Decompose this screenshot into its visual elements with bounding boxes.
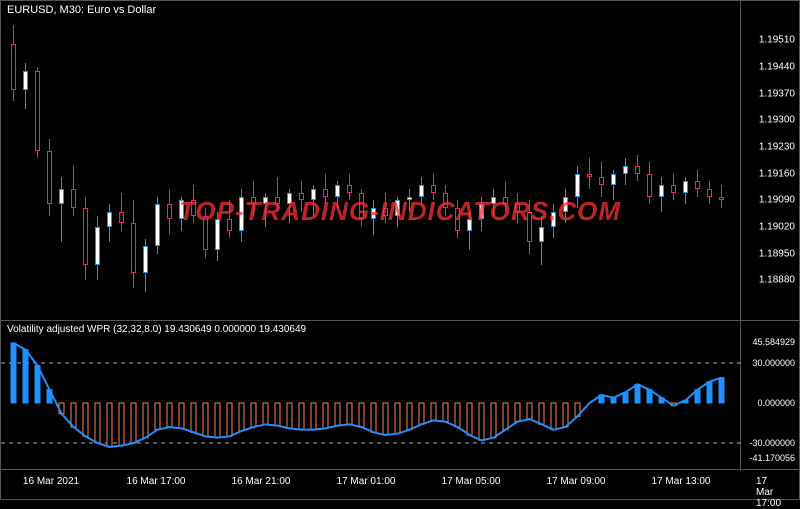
time-axis-label: 17 Mar 05:00	[442, 476, 501, 487]
price-label: 1.19370	[759, 88, 795, 99]
indicator-axis-label: 0.000000	[757, 398, 795, 408]
indicator-axis-label: -30.000000	[749, 438, 795, 448]
time-axis-label: 17 Mar 17:00	[756, 476, 786, 509]
price-axis: 1.19510 1.19440 1.19370 1.19300 1.19230 1.191…	[739, 1, 799, 321]
time-axis-label: 17 Mar 09:00	[547, 476, 606, 487]
time-axis-label: 17 Mar 01:00	[337, 476, 396, 487]
chart-title: EURUSD, M30: Euro vs Dollar	[7, 4, 156, 16]
indicator-axis-label: 30.000000	[752, 358, 795, 368]
time-axis-label: 16 Mar 17:00	[127, 476, 186, 487]
chart-container: EURUSD, M30: Euro vs Dollar 1.19510 1.194…	[0, 0, 800, 500]
time-axis-label: 17 Mar 13:00	[652, 476, 711, 487]
price-label: 1.19440	[759, 61, 795, 72]
indicator-axis-label: 45.584929	[752, 337, 795, 347]
indicator-axis: 45.584929 30.000000 0.000000 -30.000000 -41.…	[739, 321, 799, 471]
indicator-svg	[1, 321, 741, 471]
indicator-panel[interactable]: Volatility adjusted WPR (32,32,8.0) 19.4…	[1, 321, 741, 471]
indicator-title: Volatility adjusted WPR (32,32,8.0) 19.4…	[7, 324, 306, 335]
price-label: 1.18950	[759, 248, 795, 259]
price-label: 1.19160	[759, 168, 795, 179]
price-label: 1.19090	[759, 195, 795, 206]
price-label: 1.19300	[759, 115, 795, 126]
watermark-text: TOP-TRADING-INDICATORS.COM	[179, 196, 621, 227]
indicator-axis-label: -41.170056	[749, 453, 795, 463]
price-label: 1.19510	[759, 35, 795, 46]
price-label: 1.18880	[759, 275, 795, 286]
time-axis-label: 16 Mar 2021	[23, 476, 79, 487]
price-label: 1.19020	[759, 222, 795, 233]
time-axis: 16 Mar 2021 16 Mar 17:00 16 Mar 21:00 17 Ma…	[1, 469, 800, 499]
price-label: 1.19230	[759, 141, 795, 152]
main-chart-panel[interactable]: EURUSD, M30: Euro vs Dollar	[1, 1, 741, 321]
time-axis-label: 16 Mar 21:00	[232, 476, 291, 487]
